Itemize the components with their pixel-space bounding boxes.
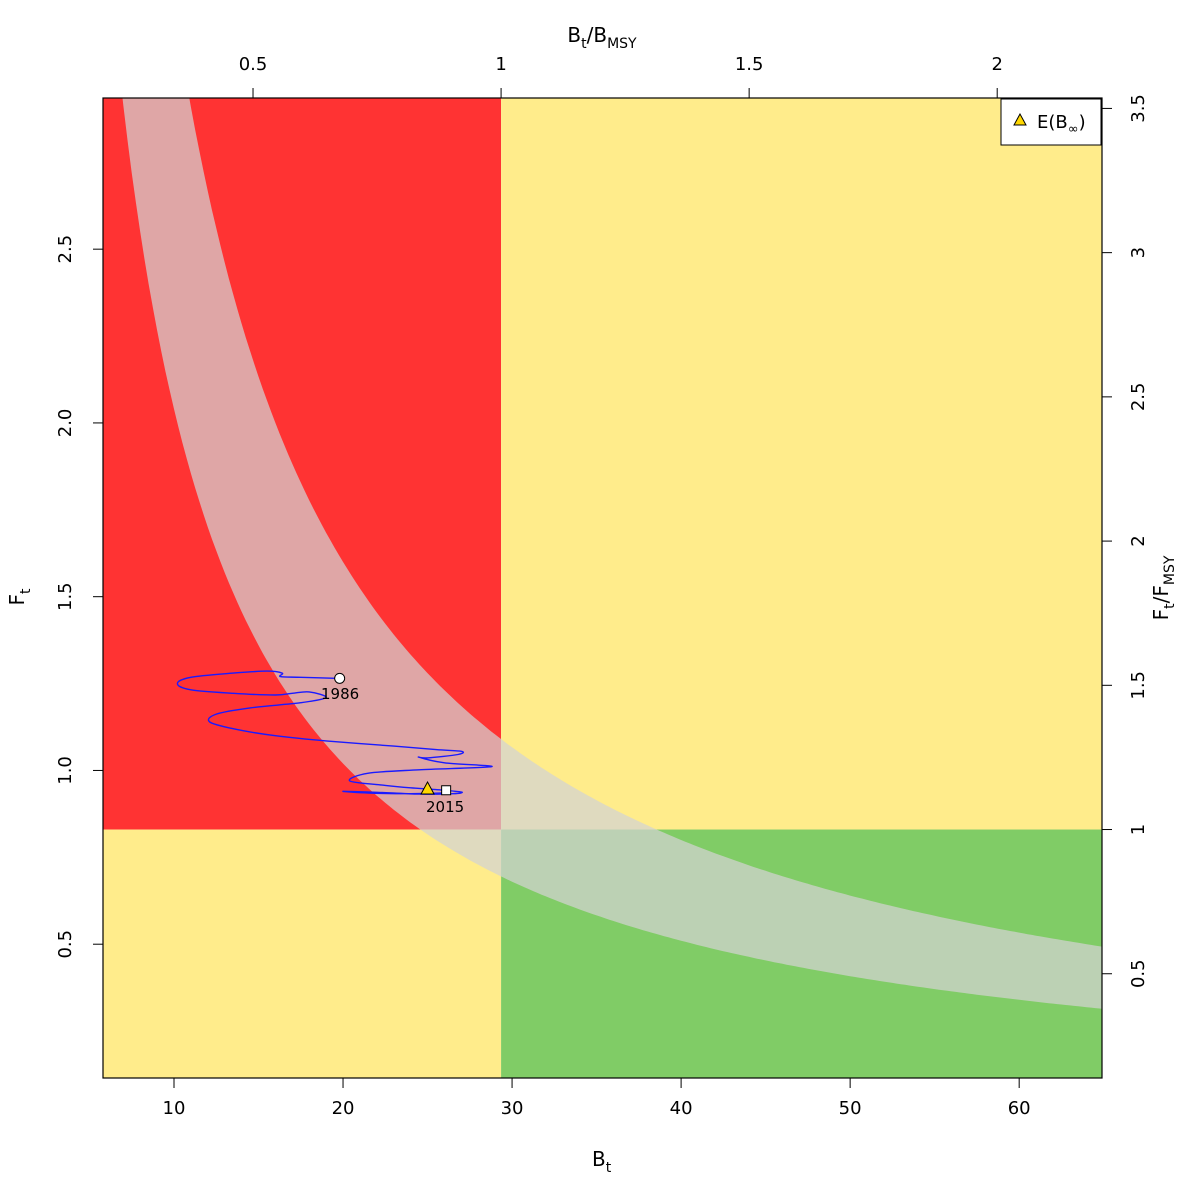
annotation-2015: 2015 xyxy=(426,798,464,816)
bottom-axis: 10 20 30 40 50 60 xyxy=(163,1078,1031,1119)
msy-uncertainty-band xyxy=(122,98,1102,1009)
top-axis-tick-label: 0.5 xyxy=(239,54,268,75)
right-axis-tick-label: 1.5 xyxy=(1128,671,1149,700)
x-axis-tick-label: 30 xyxy=(501,1098,524,1119)
x-axis-tick-label: 40 xyxy=(670,1098,693,1119)
legend: E(B∞) xyxy=(1000,98,1102,146)
right-axis-tick-label: 3.5 xyxy=(1128,94,1149,123)
right-axis-tick-label: 2.5 xyxy=(1128,383,1149,412)
right-axis-tick-label: 1 xyxy=(1128,824,1149,835)
zone-yellow-top-right xyxy=(501,98,1102,830)
legend-label: E(B∞) xyxy=(1037,112,1086,137)
right-axis-tick-label: 3 xyxy=(1128,247,1149,258)
y-axis-tick-label: 1.0 xyxy=(55,756,76,785)
top-axis: 0.5 1 1.5 2 xyxy=(239,54,1003,98)
marker-points xyxy=(334,672,452,796)
right-axis-tick-label: 2 xyxy=(1128,535,1149,546)
y-axis-tick-label: 0.5 xyxy=(55,930,76,959)
y-axis-tick-label: 2.5 xyxy=(55,235,76,264)
zone-yellow-bottom-left xyxy=(103,829,502,1078)
biomass-fishing-trajectory xyxy=(176,670,493,795)
top-axis-tick-label: 1.5 xyxy=(735,54,764,75)
point-end xyxy=(441,785,452,796)
y-axis-tick-label: 1.5 xyxy=(55,582,76,611)
plot-frame xyxy=(102,97,1103,1079)
status-zones xyxy=(103,98,1102,1078)
right-axis-title: Ft/FMSY xyxy=(1149,555,1178,620)
y-axis-title: Ft xyxy=(5,588,34,606)
top-axis-title: Bt/BMSY xyxy=(567,23,637,52)
x-axis-tick-label: 60 xyxy=(1008,1098,1031,1119)
right-axis-tick-label: 0.5 xyxy=(1128,959,1149,988)
x-axis-tick-label: 10 xyxy=(163,1098,186,1119)
left-axis: 0.5 1.0 1.5 2.0 2.5 xyxy=(55,235,103,959)
y-axis-tick-label: 2.0 xyxy=(55,409,76,438)
x-axis-tick-label: 50 xyxy=(839,1098,862,1119)
annotation-1986: 1986 xyxy=(321,685,359,703)
top-axis-tick-label: 2 xyxy=(991,54,1002,75)
right-axis: 0.5 1 1.5 2 2.5 3 3.5 xyxy=(1102,94,1149,988)
point-start xyxy=(334,672,346,684)
point-expected-biomass xyxy=(420,780,435,795)
legend-triangle-icon xyxy=(1013,112,1027,126)
x-axis-title: Bt xyxy=(592,1147,612,1176)
x-axis-tick-label: 20 xyxy=(332,1098,355,1119)
top-axis-tick-label: 1 xyxy=(495,54,506,75)
